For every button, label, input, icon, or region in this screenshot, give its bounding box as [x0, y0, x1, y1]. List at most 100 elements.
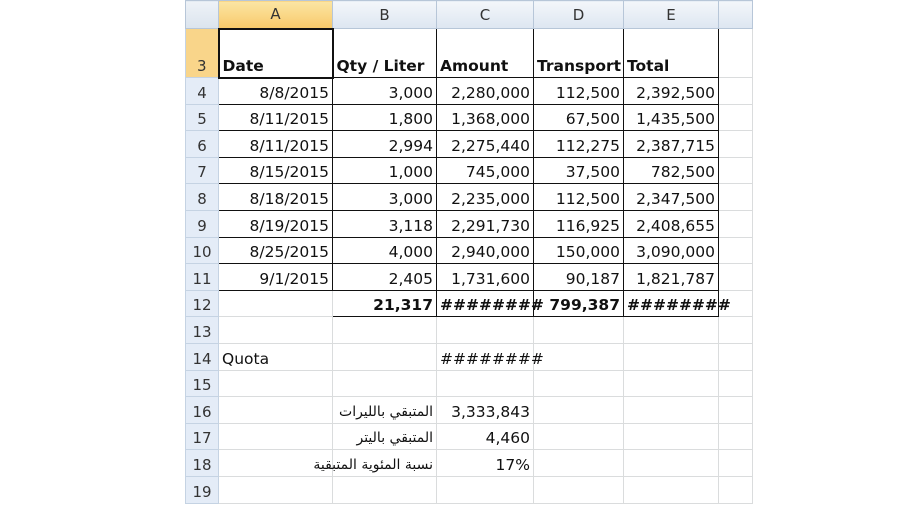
cell-b6[interactable]: 2,994 — [332, 130, 437, 158]
row-header[interactable]: 12 — [185, 289, 219, 318]
cell-c9[interactable]: 2,291,730 — [436, 209, 534, 238]
cell-c8[interactable]: 2,235,000 — [436, 183, 534, 211]
cell-c15[interactable] — [436, 369, 534, 398]
cell-a5[interactable]: 8/11/2015 — [218, 103, 333, 132]
cell-a10[interactable]: 8/25/2015 — [218, 236, 333, 265]
cell-b12[interactable]: 21,317 — [332, 289, 437, 318]
cell-e7[interactable]: 782,500 — [623, 156, 719, 185]
row-header[interactable]: 6 — [185, 130, 219, 158]
cell-b18[interactable]: نسبة المئوية المتبقية — [313, 449, 437, 477]
cell-18[interactable] — [718, 449, 753, 477]
cell-14[interactable] — [718, 342, 753, 371]
cell-e13[interactable] — [623, 316, 719, 344]
cell-d5[interactable]: 67,500 — [533, 103, 624, 132]
cell-c6[interactable]: 2,275,440 — [436, 130, 534, 158]
row-header[interactable]: 19 — [185, 475, 219, 504]
cell-b7[interactable]: 1,000 — [332, 156, 437, 185]
cell-c11[interactable]: 1,731,600 — [436, 263, 534, 291]
cell-b16[interactable]: المتبقي بالليرات — [332, 396, 437, 424]
cell-c12[interactable]: ######## — [436, 289, 544, 318]
spreadsheet-grid[interactable]: A B C D E 3 Date Qty / Liter Amount Transport Tota… — [185, 0, 753, 504]
cell-4[interactable] — [718, 77, 753, 105]
row-header[interactable]: 18 — [185, 449, 219, 477]
cell-15[interactable] — [718, 369, 753, 398]
column-header-a[interactable]: A — [218, 0, 333, 29]
cell-d9[interactable]: 116,925 — [533, 209, 624, 238]
column-header-c[interactable]: C — [436, 0, 534, 29]
cell-c16[interactable]: 3,333,843 — [436, 396, 534, 424]
cell-e18[interactable] — [623, 449, 719, 477]
cell-a15[interactable] — [218, 369, 333, 398]
cell-13[interactable] — [718, 316, 753, 344]
cell-a3[interactable]: Date — [217, 27, 334, 79]
cell-e19[interactable] — [623, 475, 719, 504]
row-header[interactable]: 8 — [185, 183, 219, 211]
cell-d15[interactable] — [533, 369, 624, 398]
cell-b14[interactable] — [332, 342, 437, 371]
cell-c4[interactable]: 2,280,000 — [436, 77, 534, 105]
cell-10[interactable] — [718, 236, 753, 265]
row-header[interactable]: 11 — [185, 263, 219, 291]
cell-a13[interactable] — [218, 316, 333, 344]
cell-a14[interactable]: Quota — [218, 342, 333, 371]
cell-a9[interactable]: 8/19/2015 — [218, 209, 333, 238]
cell-b11[interactable]: 2,405 — [332, 263, 437, 291]
column-header-f[interactable] — [718, 0, 753, 29]
cell-e15[interactable] — [623, 369, 719, 398]
row-header[interactable]: 15 — [185, 369, 219, 398]
cell-e16[interactable] — [623, 396, 719, 424]
row-header[interactable]: 9 — [185, 209, 219, 238]
row-header[interactable]: 13 — [185, 316, 219, 344]
cell-e5[interactable]: 1,435,500 — [623, 103, 719, 132]
cell-b8[interactable]: 3,000 — [332, 183, 437, 211]
cell-c19[interactable] — [436, 475, 534, 504]
cell-5[interactable] — [718, 103, 753, 132]
cell-c3[interactable]: Amount — [436, 28, 534, 78]
select-all-button[interactable] — [185, 0, 219, 29]
cell-e17[interactable] — [623, 422, 719, 451]
cell-a16[interactable] — [218, 396, 333, 424]
cell-8[interactable] — [718, 183, 753, 211]
cell-a4[interactable]: 8/8/2015 — [218, 77, 333, 105]
cell-d18[interactable] — [533, 449, 624, 477]
cell-e6[interactable]: 2,387,715 — [623, 130, 719, 158]
cell-7[interactable] — [718, 156, 753, 185]
cell-d16[interactable] — [533, 396, 624, 424]
cell-17[interactable] — [718, 422, 753, 451]
cell-a12[interactable] — [218, 289, 333, 318]
cell-c14[interactable]: ######## — [436, 342, 544, 371]
cell-6[interactable] — [718, 130, 753, 158]
cell-a7[interactable]: 8/15/2015 — [218, 156, 333, 185]
cell-d17[interactable] — [533, 422, 624, 451]
cell-e11[interactable]: 1,821,787 — [623, 263, 719, 291]
cell-19[interactable] — [718, 475, 753, 504]
cell-d14[interactable] — [533, 342, 624, 371]
cell-d6[interactable]: 112,275 — [533, 130, 624, 158]
cell-16[interactable] — [718, 396, 753, 424]
cell-a19[interactable] — [218, 475, 333, 504]
cell-b9[interactable]: 3,118 — [332, 209, 437, 238]
cell-c13[interactable] — [436, 316, 534, 344]
cell-a8[interactable]: 8/18/2015 — [218, 183, 333, 211]
cell-b5[interactable]: 1,800 — [332, 103, 437, 132]
row-header[interactable]: 3 — [185, 28, 219, 78]
row-header[interactable]: 17 — [185, 422, 219, 451]
cell-9[interactable] — [718, 209, 753, 238]
cell-b3[interactable]: Qty / Liter — [332, 28, 437, 78]
cell-d11[interactable]: 90,187 — [533, 263, 624, 291]
column-header-b[interactable]: B — [332, 0, 437, 29]
cell-b15[interactable] — [332, 369, 437, 398]
cell-b10[interactable]: 4,000 — [332, 236, 437, 265]
row-header[interactable]: 10 — [185, 236, 219, 265]
cell-e4[interactable]: 2,392,500 — [623, 77, 719, 105]
cell-e12[interactable]: ######## — [623, 289, 731, 318]
cell-d10[interactable]: 150,000 — [533, 236, 624, 265]
column-header-e[interactable]: E — [623, 0, 719, 29]
column-header-d[interactable]: D — [533, 0, 624, 29]
cell-e8[interactable]: 2,347,500 — [623, 183, 719, 211]
cell-d3[interactable]: Transport — [533, 28, 624, 78]
cell-a11[interactable]: 9/1/2015 — [218, 263, 333, 291]
row-header[interactable]: 5 — [185, 103, 219, 132]
cell-a17[interactable] — [218, 422, 333, 451]
cell-c10[interactable]: 2,940,000 — [436, 236, 534, 265]
